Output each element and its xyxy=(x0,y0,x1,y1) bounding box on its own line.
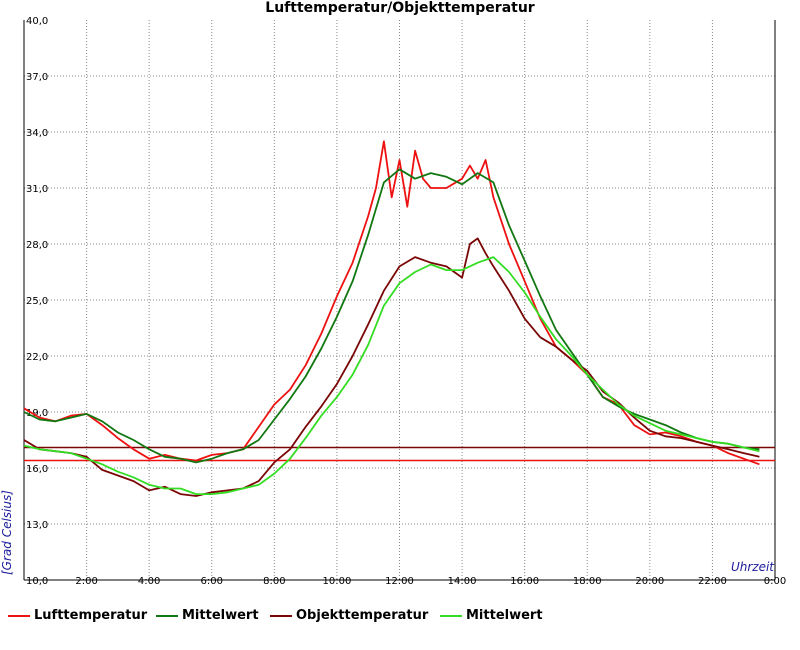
reference-lines xyxy=(24,446,775,462)
legend-swatch xyxy=(440,614,462,617)
y-tick-label: 25,0 xyxy=(26,296,48,307)
y-axis-label: [Grad Celsius] xyxy=(0,490,14,575)
x-axis-ticks: 2:00 4:00 6:00 8:00 10:00 12:00 14:00 16:00 18:0… xyxy=(75,576,786,587)
legend-item-lufttemperatur: Lufttemperatur xyxy=(8,608,147,623)
x-tick-label: 2:00 xyxy=(75,576,97,587)
legend-label: Mittelwert xyxy=(466,608,543,623)
legend-label: Objekttemperatur xyxy=(296,608,429,623)
legend-label: Lufttemperatur xyxy=(34,608,148,623)
y-tick-label: 16,0 xyxy=(26,464,48,475)
legend-swatch xyxy=(270,614,292,617)
x-tick-label: 0:00 xyxy=(764,576,786,587)
legend-item-mittelwert-1: Mittelwert xyxy=(156,608,259,623)
y-tick-label: 19,0 xyxy=(26,408,48,419)
series-line-0 xyxy=(23,140,760,466)
x-tick-label: 4:00 xyxy=(138,576,160,587)
x-tick-label: 18:00 xyxy=(573,576,602,587)
x-tick-label: 20:00 xyxy=(635,576,664,587)
x-tick-label: 10:00 xyxy=(323,576,352,587)
x-tick-label: 6:00 xyxy=(201,576,223,587)
x-tick-label: 22:00 xyxy=(698,576,727,587)
x-axis-label: Uhrzeit xyxy=(731,560,775,574)
y-tick-label: 28,0 xyxy=(26,240,48,251)
legend-swatch xyxy=(8,614,30,617)
legend-label: Mittelwert xyxy=(182,608,259,623)
x-tick-label: 12:00 xyxy=(385,576,414,587)
y-tick-label: 34,0 xyxy=(26,128,48,139)
series-line-2 xyxy=(23,237,760,497)
legend: Lufttemperatur Mittelwert Objekttemperat… xyxy=(0,608,800,628)
legend-item-mittelwert-2: Mittelwert xyxy=(440,608,543,623)
legend-item-objekttemperatur: Objekttemperatur xyxy=(270,608,428,623)
series-line-1 xyxy=(23,168,760,464)
y-tick-label: 37,0 xyxy=(26,72,48,83)
y-axis-ticks: 40,0 37,0 34,0 31,0 28,0 25,0 22,0 19,0 16,0 13,0… xyxy=(26,16,48,587)
x-tick-label: 8:00 xyxy=(263,576,285,587)
x-tick-label: 16:00 xyxy=(510,576,539,587)
grid xyxy=(23,20,776,581)
y-tick-label: 22,0 xyxy=(26,352,48,363)
legend-swatch xyxy=(156,614,178,617)
chart-title: Lufttemperatur/Objekttemperatur xyxy=(265,0,535,16)
series-line-3 xyxy=(23,256,760,496)
series-lines xyxy=(23,140,760,497)
y-tick-label: 10,0 xyxy=(26,576,48,587)
y-tick-label: 40,0 xyxy=(26,16,48,27)
x-tick-label: 14:00 xyxy=(448,576,477,587)
y-tick-label: 13,0 xyxy=(26,520,48,531)
y-tick-label: 31,0 xyxy=(26,184,48,195)
